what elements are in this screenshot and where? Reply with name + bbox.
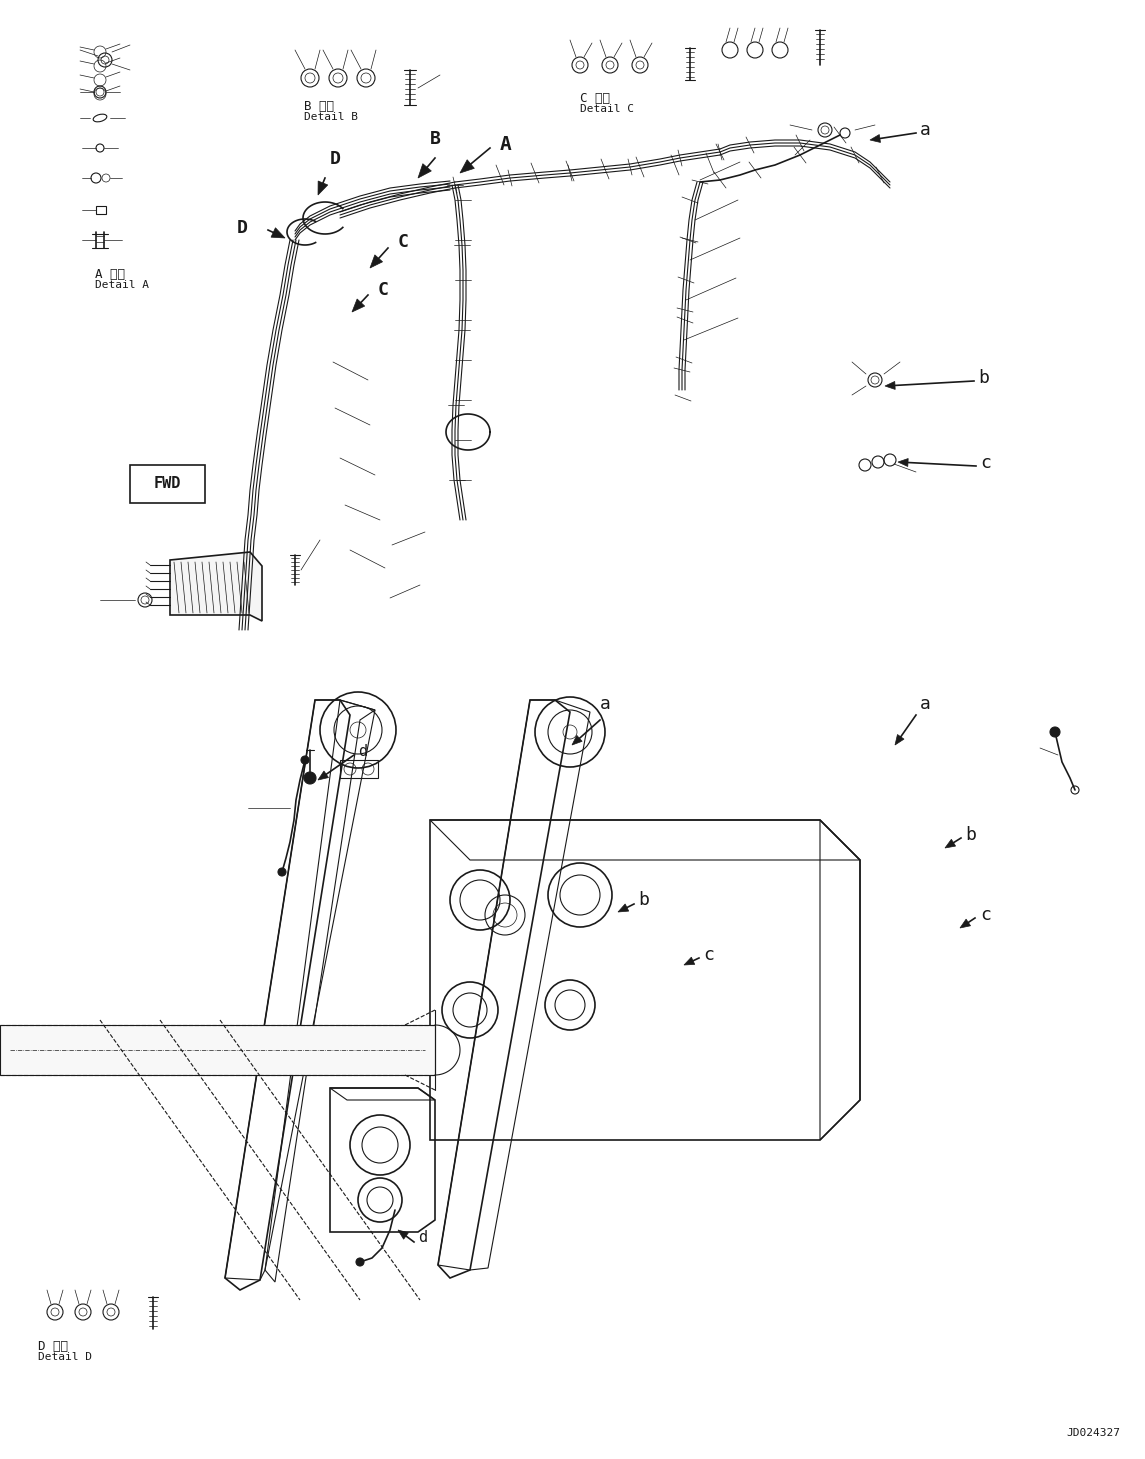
Polygon shape [895,734,905,746]
Text: a: a [600,694,611,713]
Text: A: A [500,136,512,155]
Text: Detail A: Detail A [95,280,149,290]
Text: d: d [418,1230,427,1246]
Text: c: c [980,454,990,473]
Polygon shape [898,458,908,467]
Polygon shape [960,919,971,928]
Text: b: b [638,891,649,909]
Bar [340,760,378,778]
Text: d: d [358,744,368,760]
Text: B: B [429,130,441,147]
Bar [0,1026,435,1075]
Polygon shape [684,957,695,964]
Polygon shape [945,839,956,848]
Text: b: b [978,369,989,387]
Text: a: a [919,694,931,713]
Text: D: D [237,219,248,236]
Polygon shape [618,905,629,912]
Text: c: c [703,945,713,964]
Polygon shape [169,552,262,622]
Polygon shape [318,770,329,781]
Text: Detail C: Detail C [581,104,634,114]
Text: Detail D: Detail D [38,1352,92,1363]
Text: a: a [919,121,931,139]
Text: A 詳細: A 詳細 [95,268,125,282]
Circle shape [356,1258,364,1266]
Text: B 詳細: B 詳細 [305,101,334,112]
Text: C: C [378,282,389,299]
Bar [96,206,106,214]
Polygon shape [398,1230,409,1239]
Bar [131,465,205,503]
Polygon shape [870,134,881,143]
Polygon shape [318,181,327,196]
Polygon shape [885,381,895,390]
Text: b: b [965,826,976,843]
Text: D: D [330,150,341,168]
Text: FWD: FWD [153,477,181,492]
Polygon shape [370,255,382,268]
Polygon shape [460,159,474,174]
Text: C 詳細: C 詳細 [581,92,610,105]
Text: JD024327: JD024327 [1066,1428,1120,1439]
Circle shape [301,756,309,765]
Polygon shape [572,735,582,746]
Text: C: C [398,233,409,251]
Text: D 詳細: D 詳細 [38,1339,68,1352]
Polygon shape [352,299,365,312]
Text: Detail B: Detail B [305,112,358,123]
Polygon shape [271,228,285,238]
Text: c: c [980,906,990,924]
Circle shape [278,868,286,875]
Circle shape [1050,727,1060,737]
Circle shape [305,772,316,783]
Polygon shape [418,163,432,178]
